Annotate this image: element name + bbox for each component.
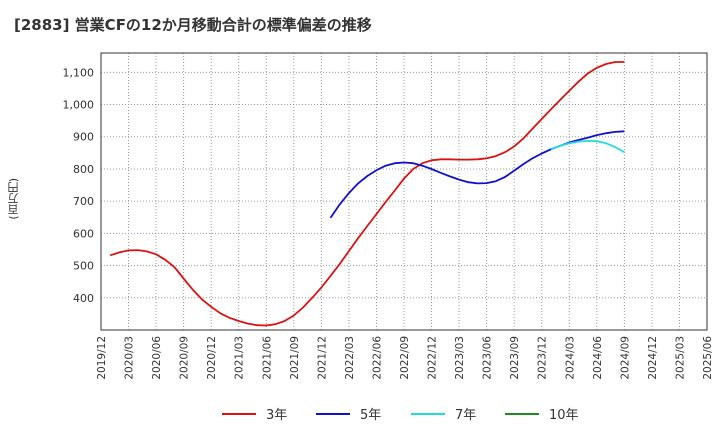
x-tick-label: 2023/12 xyxy=(537,336,549,380)
chart-title: [2883] 営業CFの12か月移動合計の標準偏差の推移 xyxy=(14,16,372,34)
plot-frame xyxy=(100,52,708,331)
series-line-3年 xyxy=(109,61,625,327)
y-tick-label: 900 xyxy=(73,131,94,144)
x-tick-label: 2025/06 xyxy=(702,336,714,380)
series-line-5年 xyxy=(329,130,625,219)
y-tick-label: 800 xyxy=(73,163,94,176)
y-tick-label: 700 xyxy=(73,195,94,208)
y-tick-label: 1,100 xyxy=(63,66,95,79)
x-tick-label: 2025/03 xyxy=(674,336,686,380)
y-tick-label: 400 xyxy=(73,292,94,305)
x-tick-label: 2024/03 xyxy=(564,336,576,380)
x-tick-label: 2023/09 xyxy=(509,336,521,380)
x-tick-label: 2020/09 xyxy=(179,336,191,380)
x-tick-label: 2023/03 xyxy=(454,336,466,380)
x-tick-label: 2023/06 xyxy=(482,336,494,380)
y-tick-label: 1,000 xyxy=(63,99,95,112)
x-tick-label: 2022/06 xyxy=(371,336,383,380)
x-tick-label: 2020/12 xyxy=(206,336,218,380)
x-tick-label: 2020/03 xyxy=(124,336,136,380)
series-line-7年 xyxy=(550,139,625,153)
x-tick-label: 2024/12 xyxy=(647,336,659,380)
y-tick-label: 500 xyxy=(73,260,94,273)
x-tick-label: 2021/03 xyxy=(234,336,246,380)
legend-label: 5年 xyxy=(360,408,381,423)
legend-label: 3年 xyxy=(266,408,287,423)
x-tick-label: 2022/09 xyxy=(399,336,411,380)
x-tick-label: 2022/12 xyxy=(427,336,439,380)
x-tick-label: 2024/09 xyxy=(619,336,631,380)
x-tick-label: 2020/06 xyxy=(151,336,163,380)
y-tick-label: 600 xyxy=(73,227,94,240)
x-tick-label: 2021/09 xyxy=(289,336,301,380)
x-tick-label: 2024/06 xyxy=(592,336,604,380)
x-tick-label: 2021/12 xyxy=(316,336,328,380)
x-tick-label: 2022/03 xyxy=(344,336,356,380)
x-tick-label: 2021/06 xyxy=(261,336,273,380)
legend-label: 10年 xyxy=(549,408,579,423)
legend-label: 7年 xyxy=(455,408,476,423)
x-tick-label: 2019/12 xyxy=(96,336,108,380)
